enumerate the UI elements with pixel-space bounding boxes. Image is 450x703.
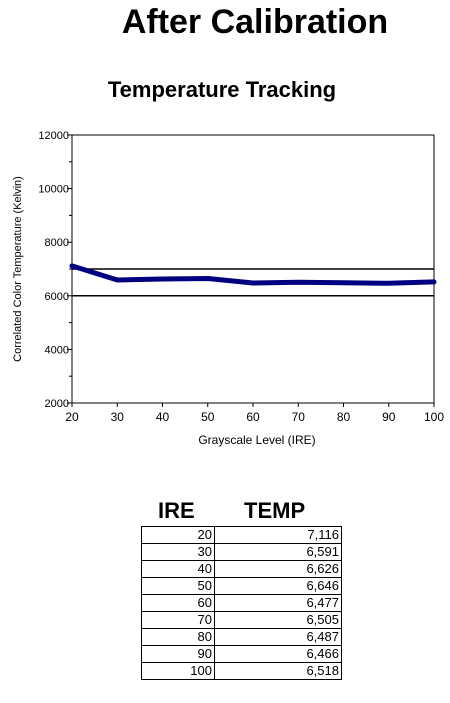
table-row: 90 6,466	[141, 645, 342, 663]
x-tick-label: 50	[201, 410, 215, 424]
x-tick-label: 20	[65, 410, 79, 424]
table-row: 50 6,646	[141, 577, 342, 595]
table-row: 30 6,591	[141, 543, 342, 561]
table-cell-ire: 20	[141, 526, 215, 544]
table-cell-ire: 40	[141, 560, 215, 578]
chart-title: Temperature Tracking	[107, 77, 337, 102]
page-title: After Calibration	[121, 3, 389, 41]
table-row: 80 6,487	[141, 628, 342, 646]
y-tick-label: 4000	[45, 344, 69, 356]
y-axis-label: Correlated Color Temperature (Kelvin)	[12, 176, 24, 362]
y-tick-label: 10000	[38, 184, 69, 196]
y-tick-label: 12000	[38, 130, 69, 142]
table-cell-ire: 70	[141, 611, 215, 629]
temperature-table: 20 7,116 30 6,591 40 6,626 50 6,646 60 6,477 70 6,5…	[141, 526, 342, 680]
table-cell-ire: 90	[141, 645, 215, 663]
table-row: 40 6,626	[141, 560, 342, 578]
table-cell-ire: 80	[141, 628, 215, 646]
x-tick-label: 90	[382, 410, 396, 424]
x-tick-label: 100	[424, 410, 444, 424]
temperature-series-line	[69, 263, 437, 286]
table-cell-temp: 6,591	[214, 543, 342, 561]
table-cell-temp: 6,487	[214, 628, 342, 646]
table-cell-ire: 50	[141, 577, 215, 595]
table-cell-temp: 6,646	[214, 577, 342, 595]
table-cell-temp: 6,477	[214, 594, 342, 612]
x-axis-label: Grayscale Level (IRE)	[198, 433, 315, 447]
table-cell-temp: 6,626	[214, 560, 342, 578]
table-cell-temp: 6,518	[214, 662, 342, 680]
table-header-temp: TEMP	[244, 498, 306, 523]
x-tick-label: 70	[292, 410, 306, 424]
table-row: 100 6,518	[141, 662, 342, 680]
table-header-row: IRE TEMP	[140, 497, 344, 525]
y-tick-label: 2000	[45, 398, 69, 410]
table-header-ire: IRE	[158, 498, 195, 523]
table-cell-ire: 60	[141, 594, 215, 612]
x-tick-label: 60	[246, 410, 260, 424]
x-tick-label: 40	[156, 410, 170, 424]
y-tick-label: 8000	[45, 237, 69, 249]
temperature-tracking-chart: 2000 4000 6000 8000 10000 12000 20 30 40 50 60 70 80…	[12, 130, 444, 447]
y-tick-label: 6000	[45, 291, 69, 303]
table-row: 60 6,477	[141, 594, 342, 612]
table-cell-temp: 6,466	[214, 645, 342, 663]
x-tick-label: 30	[111, 410, 125, 424]
table-cell-temp: 7,116	[214, 526, 342, 544]
table-cell-temp: 6,505	[214, 611, 342, 629]
x-tick-label: 80	[337, 410, 351, 424]
table-cell-ire: 100	[141, 662, 215, 680]
table-cell-ire: 30	[141, 543, 215, 561]
table-row: 20 7,116	[141, 526, 342, 544]
table-row: 70 6,505	[141, 611, 342, 629]
table-body: 20 7,116 30 6,591 40 6,626 50 6,646 60 6,477 70 6,5…	[141, 526, 342, 680]
